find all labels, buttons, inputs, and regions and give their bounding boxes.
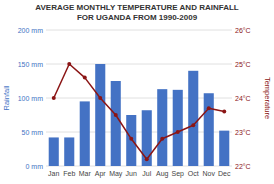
bar: [80, 101, 90, 166]
x-tick-label: Apr: [95, 170, 107, 178]
marker: [176, 130, 180, 134]
bar: [173, 90, 183, 166]
x-tick-label: Jun: [126, 170, 137, 177]
x-tick-label: May: [109, 170, 123, 178]
bar: [126, 115, 136, 166]
y2-axis-label: Temperature: [263, 77, 272, 119]
marker: [222, 110, 226, 114]
x-tick-label: Mar: [79, 170, 92, 177]
marker: [98, 96, 102, 100]
y-tick-label: 200 mm: [18, 27, 43, 34]
x-tick-label: Aug: [156, 170, 169, 178]
marker: [145, 157, 149, 161]
y2-tick-label: 22°C: [235, 163, 251, 170]
line: [54, 64, 225, 159]
bar: [64, 137, 74, 166]
marker: [114, 113, 118, 117]
bar: [204, 93, 214, 166]
marker: [191, 123, 195, 127]
y2-tick-label: 24°C: [235, 95, 251, 102]
bar: [95, 64, 105, 166]
x-tick-label: Oct: [188, 170, 199, 177]
background: [0, 0, 274, 184]
y-axis-label: Rainfall: [2, 85, 11, 110]
y2-tick-label: 23°C: [235, 129, 251, 136]
marker: [207, 106, 211, 110]
x-tick-label: Jan: [48, 170, 59, 177]
bar: [219, 131, 229, 166]
x-tick-label: Nov: [203, 170, 216, 177]
grid-line: [46, 64, 232, 65]
bar: [142, 110, 152, 166]
y2-tick-label: 25°C: [235, 61, 251, 68]
marker: [52, 96, 56, 100]
marker: [83, 76, 87, 80]
y-tick-label: 0 mm: [26, 163, 44, 170]
x-tick-label: Feb: [63, 170, 75, 177]
marker: [67, 62, 71, 66]
grid-line: [46, 30, 232, 31]
y2-tick-label: 26°C: [235, 27, 251, 34]
x-tick-label: Sep: [172, 170, 185, 178]
bar: [111, 81, 121, 166]
chart: AVERAGE MONTHLY TEMPERATURE AND RAINFALL…: [0, 0, 274, 184]
marker: [160, 137, 164, 141]
subtitle: FOR UGANDA FROM 1990-2009: [77, 13, 198, 22]
x-tick-label: Jul: [142, 170, 151, 177]
marker: [129, 137, 133, 141]
y-tick-label: 100 mm: [18, 95, 43, 102]
y-tick-label: 150 mm: [18, 61, 43, 68]
bar: [157, 89, 167, 166]
title: AVERAGE MONTHLY TEMPERATURE AND RAINFALL: [35, 3, 239, 12]
plot-area: [49, 62, 230, 166]
x-tick-label: Dec: [218, 170, 231, 177]
bar: [49, 137, 59, 166]
page: {"chart_data": {"type": "bar", "title": …: [0, 0, 274, 184]
y-tick-label: 50 mm: [22, 129, 44, 136]
bar: [188, 71, 198, 166]
